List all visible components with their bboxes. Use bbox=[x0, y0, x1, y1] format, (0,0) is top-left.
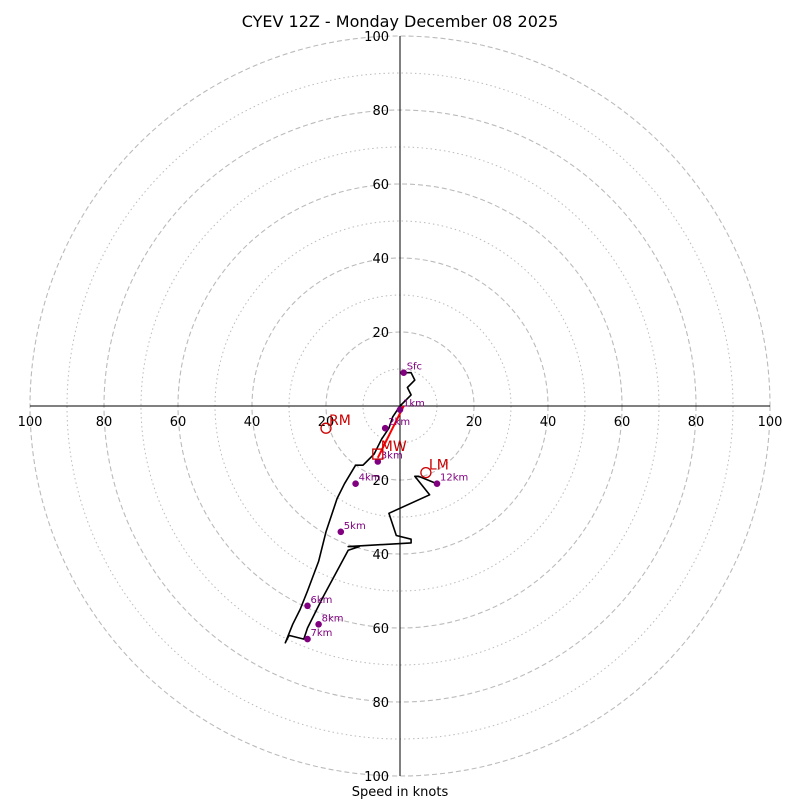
height-marker-label: 2km bbox=[388, 417, 410, 428]
height-marker-label: 8km bbox=[322, 613, 344, 624]
x-axis-label: Speed in knots bbox=[352, 785, 449, 800]
height-marker-dot bbox=[374, 458, 382, 465]
height-marker-dot bbox=[315, 621, 322, 628]
y-tick-label: 80 bbox=[372, 104, 389, 119]
height-marker-dot bbox=[381, 424, 389, 432]
x-tick-label: 40 bbox=[540, 415, 557, 430]
motion-marker-label: RM bbox=[329, 413, 351, 429]
y-tick-label: 20 bbox=[372, 474, 389, 489]
y-tick-label: 60 bbox=[372, 622, 389, 637]
storm-motion-markers: RM MW LM bbox=[320, 413, 449, 479]
x-tick-label: 100 bbox=[18, 415, 43, 430]
motion-marker-circle bbox=[320, 422, 332, 434]
height-marker-dot bbox=[304, 635, 311, 643]
height-marker-dot bbox=[433, 480, 441, 488]
motion-marker-circle bbox=[420, 466, 432, 479]
height-marker-label: 6km bbox=[311, 595, 333, 606]
height-marker-label: 12km bbox=[440, 473, 468, 484]
y-tick-label: 80 bbox=[372, 696, 389, 711]
tick-labels: 100 80 60 40 20 20 40 60 80 100204060801002040608… bbox=[18, 30, 783, 785]
y-tick-label: 60 bbox=[372, 178, 389, 193]
x-tick-label: 60 bbox=[170, 415, 187, 430]
x-tick-label: 20 bbox=[466, 415, 483, 430]
height-marker-label: 5km bbox=[344, 521, 366, 532]
height-marker-dot bbox=[304, 602, 311, 610]
height-marker-label: 1km bbox=[403, 399, 425, 410]
height-marker-dot bbox=[400, 369, 408, 377]
height-marker-label: 3km bbox=[381, 451, 403, 462]
wind-profile bbox=[284, 371, 438, 644]
height-marker-label: 4km bbox=[359, 473, 381, 484]
height-marker-label: Sfc bbox=[407, 362, 422, 373]
y-tick-label: 40 bbox=[372, 252, 389, 267]
height-marker-dot bbox=[337, 528, 345, 536]
height-marker-label: 7km bbox=[311, 628, 333, 639]
x-tick-label: 80 bbox=[96, 415, 113, 430]
chart-title: CYEV 12Z - Monday December 08 2025 bbox=[242, 12, 559, 31]
motion-marker-label: MW bbox=[381, 439, 407, 455]
y-tick-label: 100 bbox=[364, 770, 389, 785]
x-tick-label: 80 bbox=[688, 415, 705, 430]
height-marker-dot bbox=[352, 480, 359, 488]
motion-marker-square bbox=[372, 448, 384, 460]
y-tick-label: 100 bbox=[364, 30, 389, 45]
low-level-segment bbox=[376, 405, 405, 459]
motion-marker-label: LM bbox=[429, 458, 449, 474]
x-tick-label: 100 bbox=[758, 415, 783, 430]
x-tick-label: 40 bbox=[244, 415, 261, 430]
y-tick-label: 40 bbox=[372, 548, 389, 563]
y-tick-label: 20 bbox=[372, 326, 389, 341]
hodograph-line bbox=[284, 371, 438, 644]
height-marker-dot bbox=[396, 406, 404, 414]
x-tick-label: 60 bbox=[614, 415, 631, 430]
